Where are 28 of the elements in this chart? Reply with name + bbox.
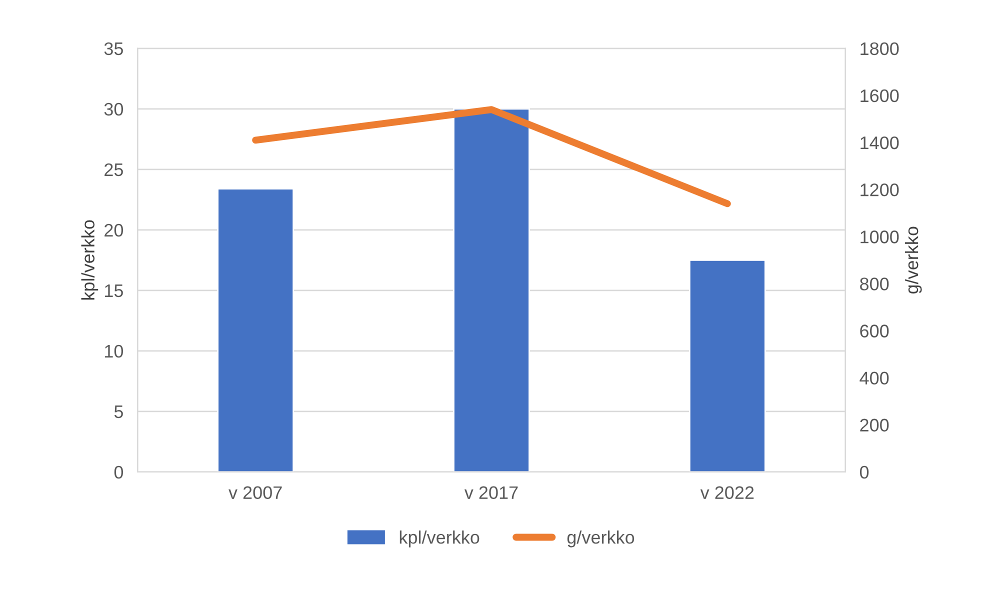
x-tick-label: v 2007	[228, 486, 282, 500]
y-tick-label: 0	[114, 466, 124, 479]
y2-axis-title: g/verkko	[904, 226, 922, 294]
bar	[688, 259, 766, 472]
bar	[453, 108, 530, 472]
bar	[217, 188, 294, 472]
x-tick-label: v 2017	[464, 486, 518, 500]
y-tick-label: 5	[114, 406, 123, 418]
y2-tick-label: 0	[860, 466, 869, 479]
y2-tick-label: 600	[860, 324, 889, 338]
y2-tick-label: 1600	[860, 89, 899, 102]
y2-tick-label: 1400	[860, 136, 899, 150]
legend-label: kpl/verkko	[400, 530, 480, 548]
y2-tick-label: 800	[860, 278, 889, 290]
y2-tick-label: 1200	[860, 184, 899, 196]
y-tick-label: 25	[104, 163, 123, 176]
y-tick-label: 20	[104, 224, 124, 237]
y-axis-title: kpl/verkko	[81, 220, 98, 300]
y-tick-label: 35	[104, 42, 123, 56]
y2-tick-label: 1800	[860, 42, 899, 56]
y-tick-label: 30	[104, 102, 124, 116]
y2-tick-label: 400	[860, 372, 889, 385]
legend-label: g/verkko	[567, 530, 634, 548]
y-tick-label: 15	[105, 284, 123, 298]
y-tick-label: 10	[105, 344, 124, 358]
y2-tick-label: 200	[860, 418, 889, 432]
y2-tick-label: 1000	[860, 230, 899, 244]
x-tick-label: v 2022	[700, 486, 754, 500]
